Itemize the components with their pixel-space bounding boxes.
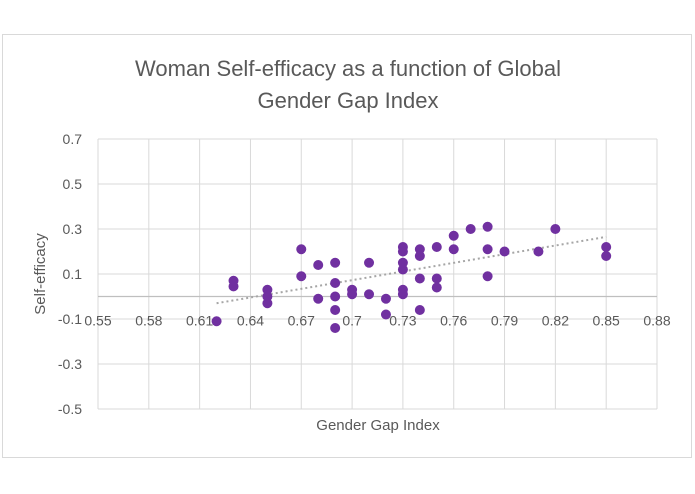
data-point [482,271,493,282]
data-point [330,278,341,288]
points-layer [211,221,612,333]
data-point [448,230,459,241]
grid [97,138,658,410]
data-point [482,221,493,232]
y-tick-label: 0.1 [63,266,83,282]
x-tick-label: 0.79 [491,313,518,329]
x-tick-label: 0.64 [237,313,264,329]
y-tick-label: 0.5 [63,176,83,192]
data-point [414,251,425,261]
y-tick-label: 0.3 [63,221,83,237]
y-tick-label: -0.1 [58,311,82,327]
data-point [601,242,612,252]
x-tick-label: 0.67 [288,313,315,329]
trendline [216,235,607,305]
tick-labels: -0.5 -0.3 -0.1 0.1 0.3 0.5 0.7 0.55 0.58 0.61 0.64… [58,131,671,417]
data-point [397,264,408,275]
y-tick-label: -0.3 [58,356,82,372]
data-point [228,281,239,292]
data-point [550,224,561,234]
data-point [347,289,358,300]
x-tick-label: 0.82 [542,313,569,329]
data-point [414,305,425,315]
data-point [211,316,222,327]
data-point [296,271,307,282]
data-point [296,244,307,255]
data-point [313,293,324,304]
data-point [397,246,408,257]
chart-title-line-2: Gender Gap Index [257,88,438,113]
data-point [601,251,612,261]
x-axis-title: Gender Gap Index [316,417,440,434]
x-tick-label: 0.76 [440,313,467,329]
data-point [364,289,375,300]
chart-title-line-1: Woman Self-efficacy as a function of Glo… [135,56,561,81]
x-tick-label: 0.88 [643,313,670,329]
data-point [533,246,544,257]
x-tick-label: 0.61 [186,313,213,329]
x-tick-label: 0.85 [593,313,620,329]
data-point [431,282,442,293]
chart-frame [2,34,692,458]
data-point [262,298,273,309]
data-point [313,260,324,270]
y-tick-label: 0.7 [63,131,83,147]
x-tick-label: 0.73 [389,313,416,329]
data-point [380,293,391,304]
data-point [499,246,510,257]
trendline-layer [216,235,607,305]
data-point [330,291,341,302]
x-tick-label: 0.55 [84,313,111,329]
data-point [330,305,341,315]
data-point [448,244,459,255]
data-point [482,244,493,255]
y-axis-title: Self-efficacy [32,233,49,315]
data-point [364,257,375,268]
data-point [397,289,408,300]
data-point [465,224,476,234]
data-point [330,323,341,333]
x-tick-label: 0.7 [342,313,362,329]
x-tick-label: 0.58 [135,313,162,329]
data-point [431,242,442,252]
data-point [330,257,341,268]
y-tick-label: -0.5 [58,401,82,417]
data-point [380,309,391,320]
data-point [414,273,425,284]
data-point [431,273,442,284]
